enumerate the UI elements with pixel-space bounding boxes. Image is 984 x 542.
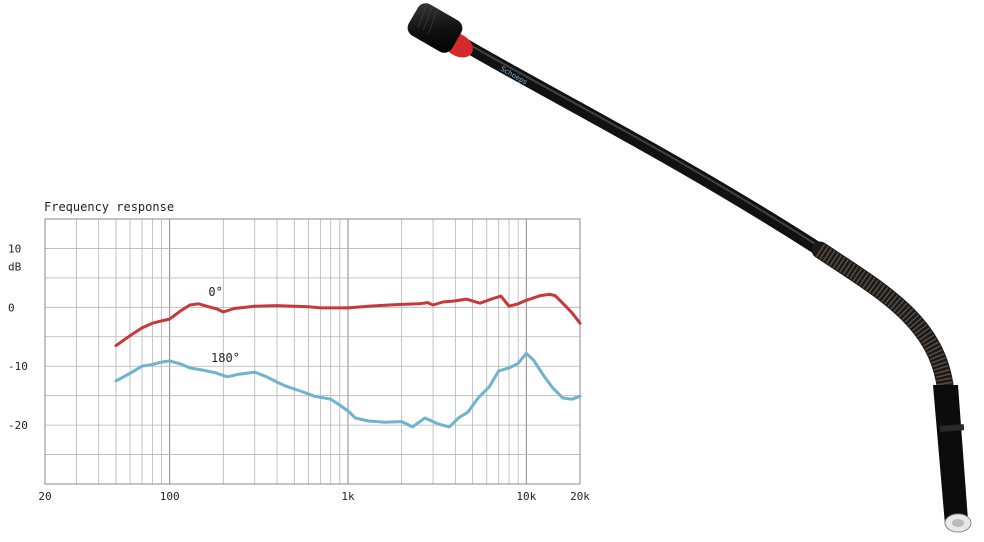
x-tick-label: 20 — [38, 490, 51, 503]
y-axis-label: dB — [8, 260, 22, 273]
series-line-1 — [114, 351, 582, 429]
gooseneck-microphone-image: Schoeps — [407, 3, 972, 533]
mic-tube — [458, 38, 827, 257]
y-tick-label: -20 — [8, 419, 28, 432]
x-tick-label: 1k — [341, 490, 355, 503]
gooseneck-flex — [811, 241, 954, 394]
mic-connector — [933, 385, 968, 525]
series-label-1: 180° — [211, 351, 240, 365]
y-tick-label: -10 — [8, 360, 28, 373]
x-tick-label: 10k — [516, 490, 536, 503]
series-label-0: 0° — [208, 285, 222, 299]
y-tick-label: 0 — [8, 301, 15, 314]
frequency-response-chart: Frequency response 10 0 -10 -20 dB 20 100 1k 10k… — [0, 190, 600, 510]
mic-capsule-head — [407, 3, 463, 53]
plot-frame — [44, 218, 581, 485]
series-line-0 — [114, 292, 582, 348]
x-tick-label: 20k — [570, 490, 590, 503]
chart-title: Frequency response — [44, 200, 175, 214]
x-tick-label: 100 — [160, 490, 180, 503]
y-tick-label: 10 — [8, 242, 21, 255]
